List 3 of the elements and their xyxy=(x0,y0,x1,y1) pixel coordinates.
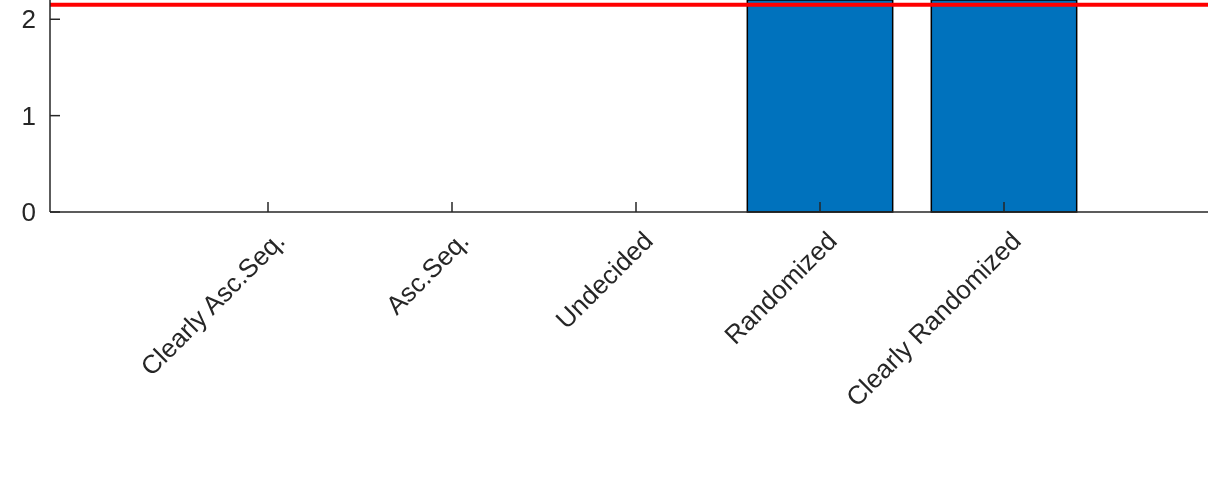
y-tick-label: 2 xyxy=(21,4,36,35)
y-tick-label: 1 xyxy=(21,100,36,131)
y-tick-label: 0 xyxy=(21,197,36,228)
